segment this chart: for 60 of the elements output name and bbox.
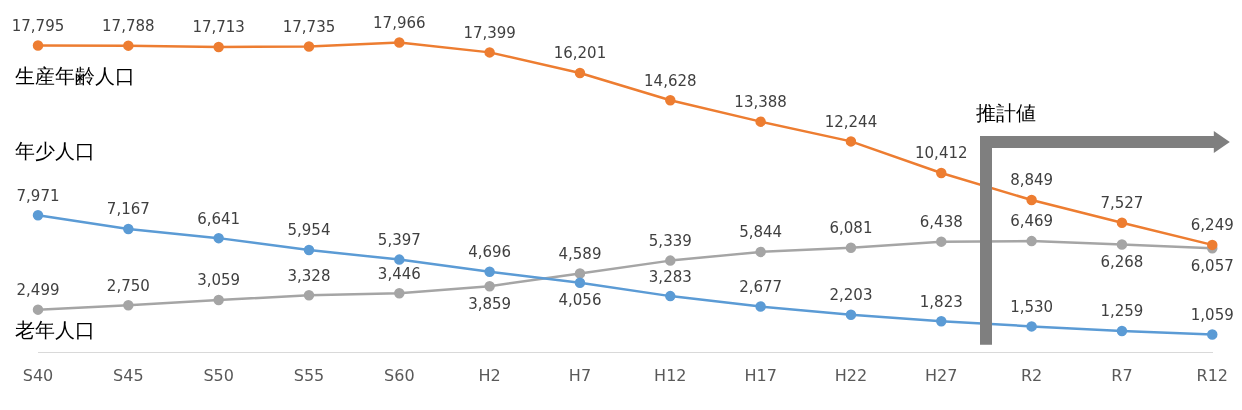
x-tick-label: H2 [478,365,501,385]
data-label: 5,397 [377,231,421,249]
x-tick-label: S55 [293,365,325,385]
text: 年少人口 [15,139,95,164]
data-label: 1,259 [1100,302,1144,321]
data-label: 6,641 [197,209,241,228]
data-label: 2,750 [106,276,150,295]
data-label: 17,966 [373,13,426,32]
data-label: 2,677 [739,277,783,296]
data-label: 3,059 [197,271,241,290]
data-label: 6,081 [829,219,873,238]
data-label: 3,328 [287,266,331,285]
x-tick-label: H17 [744,365,777,385]
data-label: 13,388 [734,93,787,112]
data-label: 17,795 [11,16,65,35]
data-label: 6,469 [1010,212,1054,231]
x-tick-label: H12 [654,365,687,385]
data-label: 5,339 [648,232,692,250]
data-label: 10,412 [915,144,968,163]
x-tick-label: S50 [203,365,234,385]
data-label: 6,268 [1100,252,1144,271]
data-label: 17,735 [282,17,336,36]
data-label: 8,849 [1010,171,1054,190]
data-label: 17,788 [102,17,155,36]
x-tick-label: S45 [113,365,144,385]
data-label: 1,059 [1190,305,1234,324]
data-label: 5,954 [287,221,331,240]
data-label: 7,527 [1100,194,1144,213]
data-label: 4,589 [558,244,602,263]
data-label: 4,056 [558,291,602,310]
data-label: 16,201 [553,44,607,63]
data-label: 5,844 [739,223,783,242]
x-tick-label: R12 [1196,365,1228,385]
data-label: 1,823 [919,292,963,311]
x-tick-label: R2 [1020,365,1043,385]
series-label: 老年人口 [15,317,95,342]
x-tick-label: H7 [568,365,592,385]
data-label: 1,530 [1010,297,1054,316]
data-label: 2,203 [829,286,873,305]
data-label: 2,499 [16,281,60,300]
data-label: 6,438 [919,213,963,232]
data-label: 7,167 [106,200,150,219]
data-label: 3,446 [377,264,421,283]
x-tick-label: S60 [384,365,415,385]
data-label: 14,628 [644,71,697,90]
data-label: 3,283 [648,267,692,286]
annotation: 推計値 [976,101,1037,126]
data-label: 6,057 [1190,256,1234,275]
x-tick-label: H22 [834,365,868,385]
series-label: 生産年齢人口 [15,63,135,88]
data-label: 17,399 [463,23,516,42]
data-label: 3,859 [468,294,512,313]
data-label: 6,249 [1190,216,1234,235]
data-label: 12,244 [824,112,878,131]
x-tick-label: S40 [22,365,54,385]
data-label: 17,713 [192,18,245,37]
data-label: 7,971 [16,186,60,205]
x-tick-label: H27 [925,365,958,385]
data-label: 4,696 [468,243,512,262]
x-tick-label: R7 [1111,365,1133,385]
